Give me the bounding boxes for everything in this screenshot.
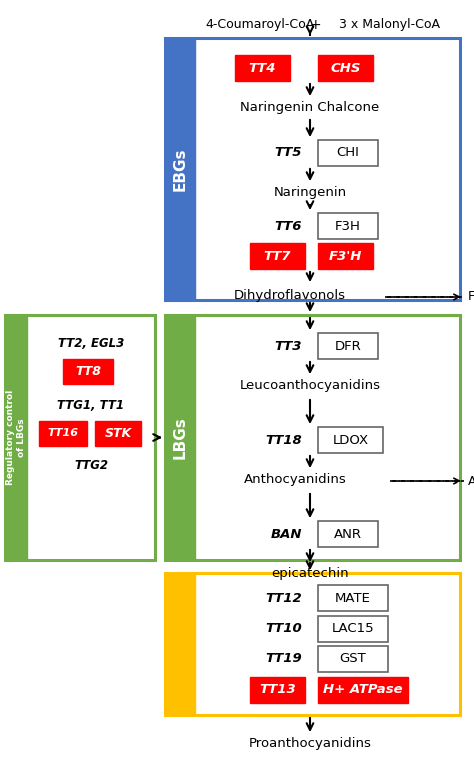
Text: MATE: MATE	[335, 591, 371, 604]
Text: TT16: TT16	[47, 428, 79, 438]
Bar	[165, 315, 195, 560]
Bar	[318, 676, 408, 702]
Bar	[318, 616, 388, 641]
Bar	[318, 140, 378, 166]
Text: LDOX: LDOX	[332, 434, 369, 447]
Bar	[250, 243, 305, 269]
Text: Naringenin: Naringenin	[273, 186, 346, 199]
Text: BAN: BAN	[271, 528, 302, 541]
Text: TT3: TT3	[274, 339, 302, 352]
Bar	[95, 421, 141, 446]
Text: F3H: F3H	[335, 220, 361, 233]
Text: TT10: TT10	[265, 622, 302, 635]
Text: TT7: TT7	[264, 250, 291, 263]
Text: DFR: DFR	[335, 339, 361, 352]
Text: Flavonols: Flavonols	[468, 290, 474, 303]
Bar	[318, 333, 378, 359]
Text: TT19: TT19	[265, 653, 302, 666]
Bar	[165, 38, 460, 300]
Text: H+ ATPase: H+ ATPase	[323, 683, 403, 696]
Text: Dihydroflavonols: Dihydroflavonols	[234, 289, 346, 302]
Text: STK: STK	[104, 427, 132, 440]
Text: TT18: TT18	[265, 434, 302, 447]
Text: EBGs: EBGs	[173, 147, 188, 191]
Bar	[39, 421, 87, 446]
Text: epicatechin: epicatechin	[271, 567, 349, 580]
Text: Leucoanthocyanidins: Leucoanthocyanidins	[239, 379, 381, 392]
Text: Anthocyanidins: Anthocyanidins	[244, 473, 346, 486]
Bar	[165, 573, 460, 715]
Text: LBGs: LBGs	[173, 416, 188, 459]
Text: CHS: CHS	[330, 61, 361, 74]
Text: GST: GST	[340, 653, 366, 666]
Text: 3 x Malonyl-CoA: 3 x Malonyl-CoA	[339, 18, 440, 31]
Text: TT6: TT6	[274, 220, 302, 233]
Bar	[318, 521, 378, 547]
Bar	[318, 243, 373, 269]
Text: TT4: TT4	[249, 61, 276, 74]
Text: TT2, EGL3: TT2, EGL3	[58, 337, 124, 350]
Text: TT13: TT13	[259, 683, 296, 696]
Bar	[165, 573, 195, 715]
Bar	[235, 55, 290, 81]
Text: Anthocyanins: Anthocyanins	[468, 474, 474, 487]
Bar	[318, 646, 388, 672]
Bar	[318, 55, 373, 81]
Bar	[318, 427, 383, 453]
Bar	[165, 315, 460, 560]
Bar	[318, 585, 388, 611]
Text: TTG1, TT1: TTG1, TT1	[57, 399, 125, 412]
Text: TT12: TT12	[265, 591, 302, 604]
Text: Naringenin Chalcone: Naringenin Chalcone	[240, 101, 380, 114]
Bar	[5, 315, 27, 560]
Bar	[250, 676, 305, 702]
Text: ANR: ANR	[334, 528, 362, 541]
Text: +: +	[309, 18, 321, 32]
Bar	[63, 359, 113, 384]
Text: Proanthocyanidins: Proanthocyanidins	[248, 737, 372, 750]
Text: TT8: TT8	[75, 365, 101, 378]
Bar	[165, 38, 195, 300]
Text: TT5: TT5	[274, 146, 302, 159]
Bar	[318, 213, 378, 239]
Text: F3'H: F3'H	[329, 250, 362, 263]
Text: Regulatory control
of LBGs: Regulatory control of LBGs	[6, 390, 26, 485]
Text: TTG2: TTG2	[74, 459, 108, 472]
Text: LAC15: LAC15	[332, 622, 374, 635]
Text: 4-Coumaroyl-CoA: 4-Coumaroyl-CoA	[205, 18, 315, 31]
Bar	[5, 315, 155, 560]
Text: CHI: CHI	[337, 146, 359, 159]
